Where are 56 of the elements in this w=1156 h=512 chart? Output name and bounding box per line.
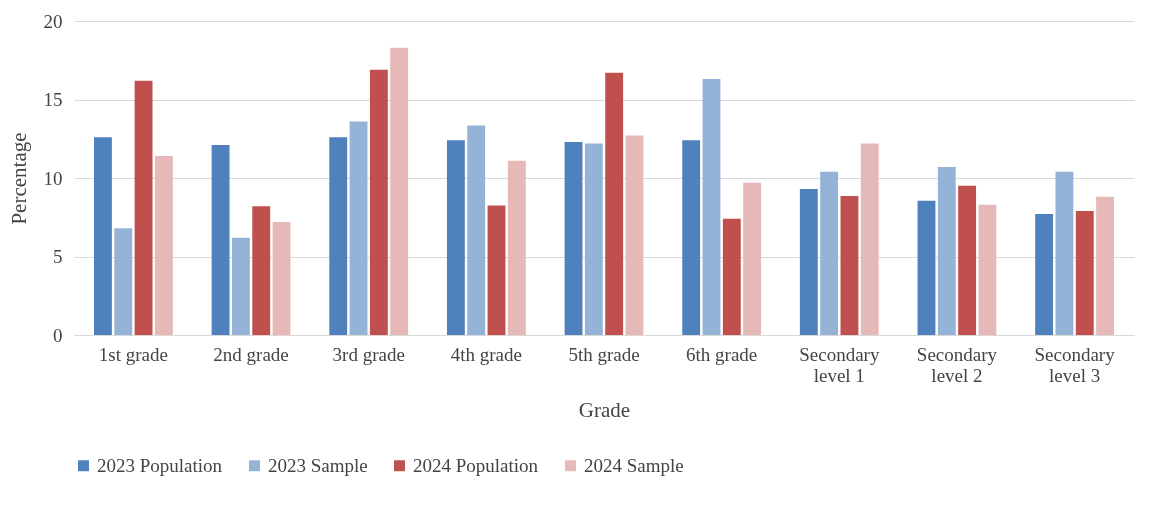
y-tick-label: 0 [53,324,63,346]
bar [917,200,936,335]
bar [702,79,721,335]
legend-label: 2024 Population [413,454,539,476]
bar [1035,214,1054,335]
bar [1096,196,1114,335]
bar [94,137,112,335]
bar [799,188,818,335]
legend-label: 2023 Population [97,454,223,476]
bar [487,205,506,335]
bar [446,140,465,335]
bar [682,140,701,335]
bar [507,160,526,335]
bar [722,218,741,335]
bar [369,69,388,335]
bar [349,121,368,335]
y-tick-label: 15 [43,89,63,110]
bar [605,72,624,335]
x-tick-label: 2nd grade [213,343,289,365]
bar [329,137,348,335]
x-tick-label: 1st grade [98,343,168,365]
y-tick-label: 10 [43,167,63,189]
bar [937,167,956,335]
bar [272,221,291,335]
bar [820,171,839,335]
bar [860,143,879,335]
bar [564,141,583,335]
bar [134,80,153,335]
legend-label: 2023 Sample [268,454,368,476]
bar [114,228,133,335]
bar [743,182,762,335]
x-axis-title: Grade [578,397,631,422]
x-tick-label: 5th grade [568,343,640,365]
bar [625,135,644,335]
x-tick-label: Secondary level 3 [1034,343,1116,386]
bar [390,47,409,335]
bar [958,185,977,335]
x-tick-label: Secondary level 2 [916,343,998,386]
bar [840,196,859,335]
bar [231,237,250,335]
bar [252,206,271,335]
bar [1075,210,1094,335]
x-tick-label: 3rd grade [332,343,405,365]
y-axis-title: Percentage [6,132,31,225]
x-tick-label: Secondary level 1 [799,343,880,386]
legend-label: 2024 Sample [584,454,684,476]
x-tick-label: 6th grade [686,343,758,365]
y-tick-label: 20 [43,10,63,32]
bar [584,143,603,335]
y-tick-label: 5 [53,246,63,267]
bar [1055,171,1074,335]
bar [978,204,997,335]
x-tick-label: 4th grade [450,343,522,365]
bar [467,125,486,335]
bar [154,156,173,335]
bar [211,145,230,335]
